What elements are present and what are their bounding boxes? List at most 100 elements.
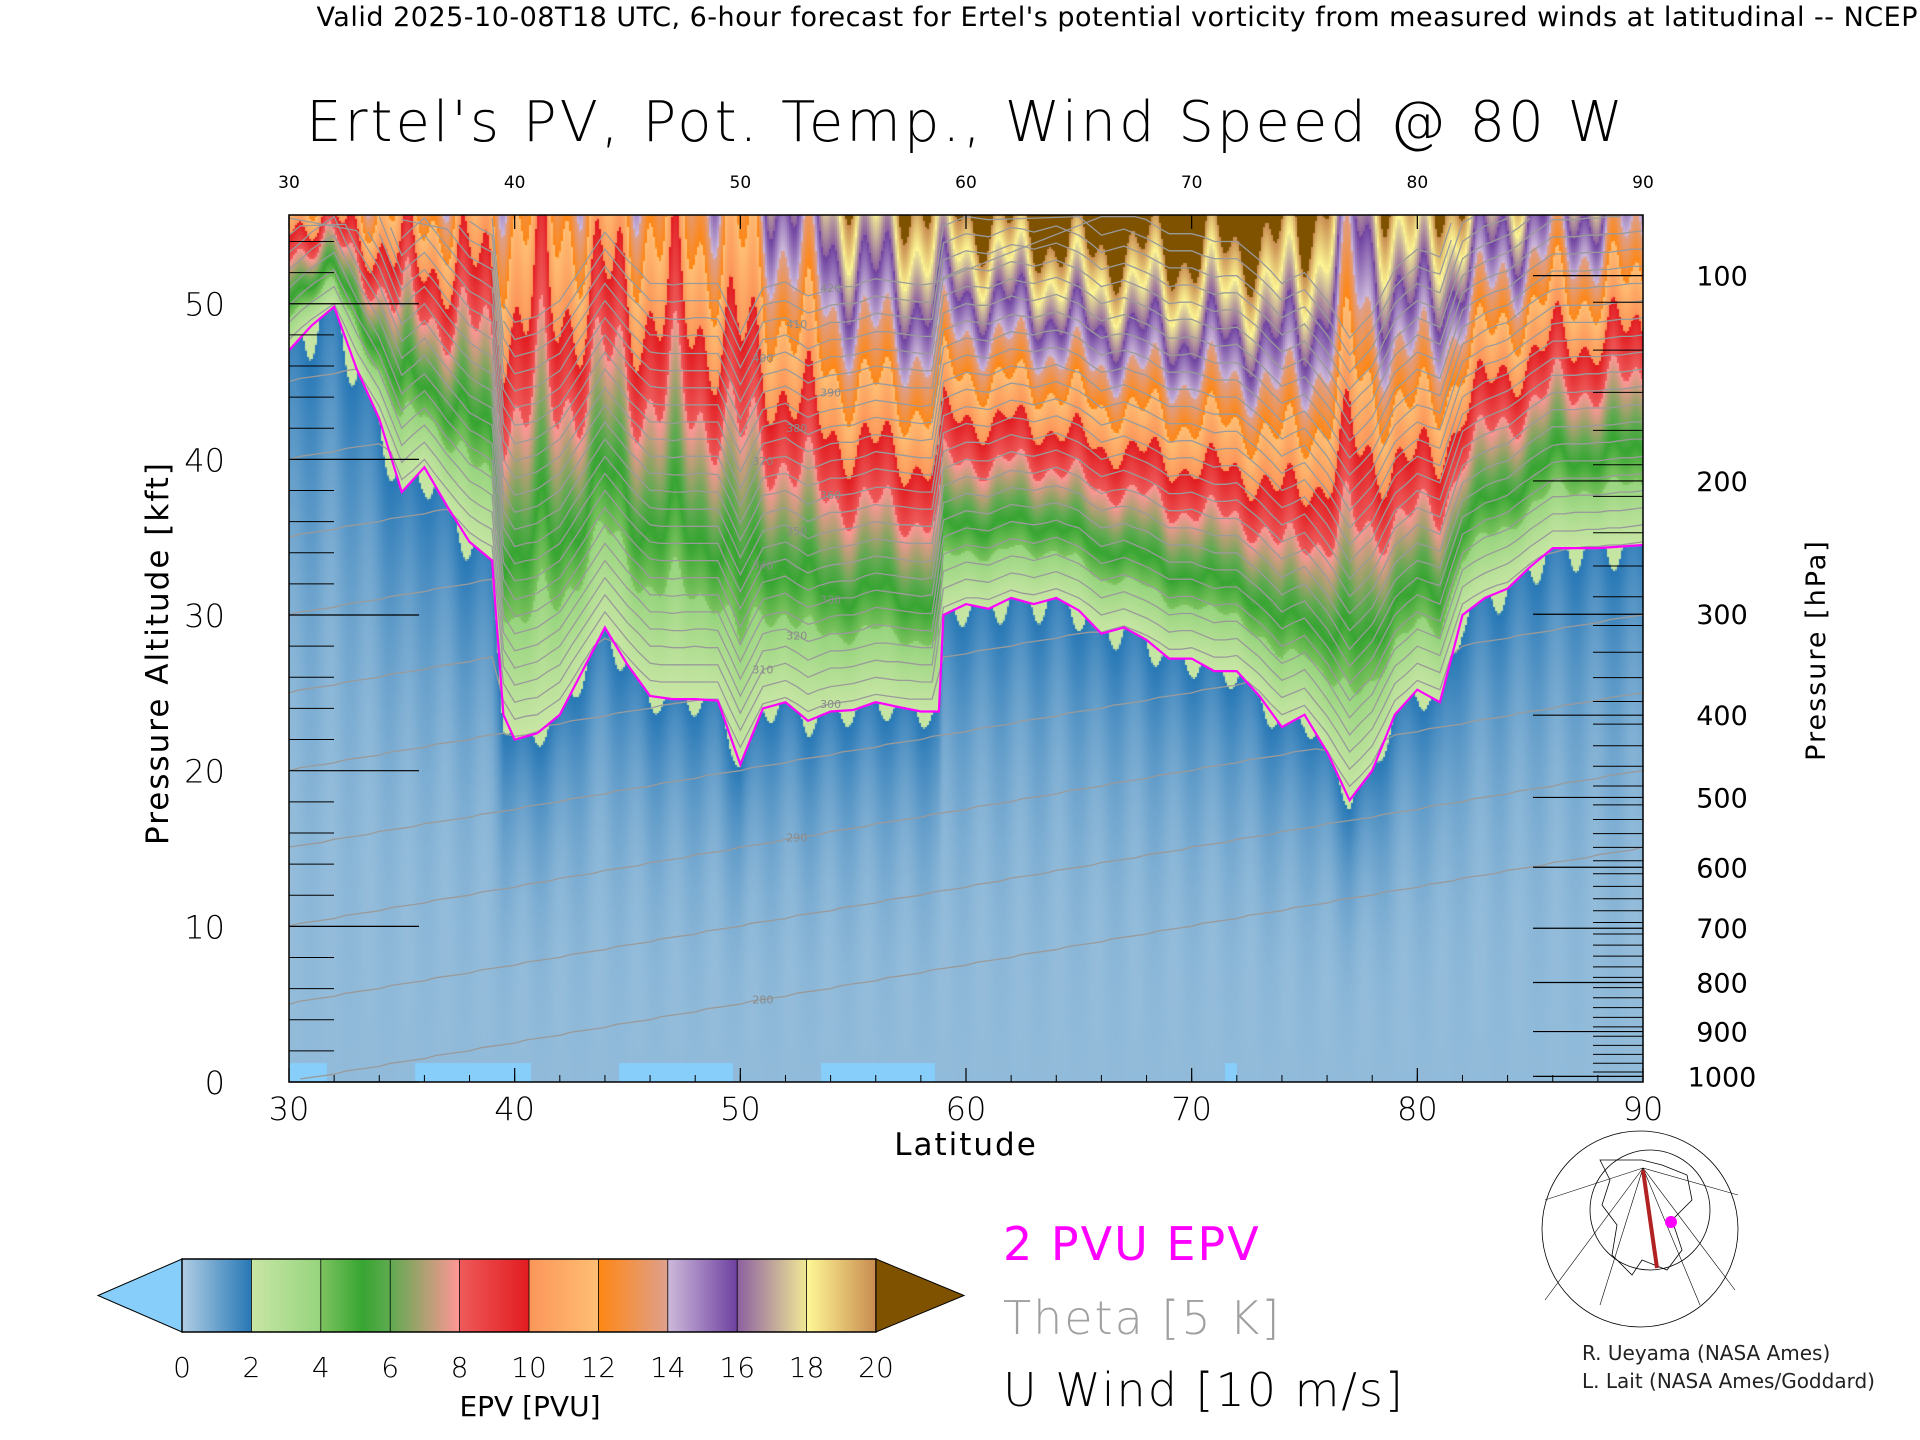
- x-top-tick-label: 30: [278, 173, 300, 193]
- map-coastline: [1599, 1159, 1693, 1276]
- colorbar-tick-label: 20: [858, 1351, 894, 1384]
- tropopause-2pvu-line: [288, 304, 1644, 803]
- theta-contour-350: [288, 234, 1644, 581]
- theta-label: 390: [820, 386, 841, 399]
- x-top-tick-label: 80: [1407, 173, 1429, 193]
- colorbar-tick-label: 12: [581, 1351, 617, 1384]
- map-meridian: [1599, 1167, 1644, 1306]
- theta-contour-385: [389, 227, 1643, 459]
- theta-contour-300: [288, 541, 1644, 772]
- theta-label: 340: [752, 559, 773, 572]
- x-top-tick-label: 40: [504, 173, 526, 193]
- y2-tick-label: 900: [1696, 1018, 1748, 1049]
- x-tick-label: 60: [946, 1090, 987, 1128]
- theta-contour-380: [378, 216, 1643, 476]
- theta-contour-415: [502, 215, 1452, 357]
- theta-contour-330: [288, 302, 1643, 651]
- legend-pv-line: 2 PVU EPV: [1003, 1217, 1261, 1271]
- y2-tick-label: 300: [1696, 600, 1748, 631]
- colorbar-tick-label: 0: [173, 1351, 191, 1384]
- x-axis-label: Latitude: [894, 1127, 1038, 1163]
- theta-contour-405: [469, 217, 1508, 391]
- credit-line: R. Ueyama (NASA Ames): [1582, 1341, 1830, 1365]
- map-meridian: [1642, 1167, 1739, 1196]
- map-meridian: [1544, 1167, 1644, 1301]
- x-top-tick-label: 50: [730, 173, 752, 193]
- y-tick-label: 0: [205, 1064, 225, 1102]
- x-top-tick-label: 60: [955, 173, 977, 193]
- colorbar-over-triangle: [875, 1258, 966, 1333]
- colorbar-tick-label: 14: [650, 1351, 686, 1384]
- colorbar-tick-label: 10: [511, 1351, 547, 1384]
- y-tick-label: 50: [184, 286, 225, 324]
- theta-contour-280: [300, 846, 1644, 1080]
- theta-contour-345: [288, 251, 1644, 598]
- theta-label: 330: [820, 593, 841, 606]
- colorbar-tick-label: 16: [719, 1351, 755, 1384]
- colorbar-tick-label: 8: [451, 1351, 469, 1384]
- map-meridian: [1642, 1167, 1701, 1306]
- map-cross-section-line: [1641, 1169, 1659, 1269]
- legend-theta: Theta [5 K]: [1003, 1291, 1281, 1345]
- map-inset-bg: [1542, 1153, 1739, 1305]
- theta-contour-325: [288, 368, 1644, 668]
- y-tick-label: 30: [184, 597, 225, 635]
- theta-contour-320: [288, 443, 1644, 685]
- y2-tick-label: 600: [1696, 853, 1748, 884]
- theta-contour-335: [288, 285, 1643, 632]
- colorbar-under-triangle: [96, 1258, 183, 1333]
- y2-tick-label: 800: [1696, 969, 1748, 1000]
- y-tick-label: 20: [184, 753, 225, 791]
- x-tick-label: 50: [720, 1090, 761, 1128]
- colorbar-tick-label: 2: [242, 1351, 260, 1384]
- x-tick-label: 90: [1623, 1090, 1664, 1128]
- theta-label: 410: [786, 318, 807, 331]
- y-axis-label: Pressure Altitude [kft]: [140, 461, 176, 845]
- theta-label: 300: [820, 698, 841, 711]
- x-tick-label: 80: [1397, 1090, 1438, 1128]
- map-meridian: [1642, 1167, 1736, 1291]
- y2-tick-label: 700: [1696, 914, 1748, 945]
- colorbar-tick-label: 18: [789, 1351, 825, 1384]
- theta-contour-310: [288, 506, 1644, 719]
- theta-label: 400: [752, 352, 773, 365]
- theta-contour-355: [288, 215, 1644, 564]
- theta-contour-360: [288, 223, 1644, 547]
- theta-label: 380: [786, 422, 807, 435]
- theta-label: 370: [752, 455, 773, 468]
- map-latitude-circle-outer: [1541, 1130, 1739, 1328]
- theta-contour-410: [491, 216, 1475, 374]
- theta-contour-420: [502, 215, 1452, 340]
- x-tick-label: 30: [269, 1090, 310, 1128]
- y2-tick-label: 400: [1696, 701, 1748, 732]
- theta-contour-370: [367, 231, 1644, 512]
- theta-contour-290: [288, 692, 1644, 927]
- y-tick-label: 10: [184, 908, 225, 946]
- pv-heatmap: [289, 215, 1643, 1082]
- theta-contour-295: [288, 614, 1644, 848]
- map-meridian: [1544, 1167, 1644, 1201]
- y2-tick-label: 1000: [1688, 1062, 1757, 1093]
- theta-contour-305: [288, 524, 1644, 736]
- theta-contour-285: [288, 770, 1644, 1005]
- theta-contour-395: [401, 215, 1621, 425]
- chart-title: Ertel's PV, Pot. Temp., Wind Speed @ 80 …: [306, 90, 1626, 155]
- theta-contour-340: [288, 268, 1643, 615]
- y2-tick-label: 100: [1696, 262, 1748, 293]
- theta-label: 360: [820, 489, 841, 502]
- colorbar-label: EPV [PVU]: [459, 1390, 600, 1423]
- y2-tick-label: 500: [1696, 783, 1748, 814]
- theta-label: 350: [786, 525, 807, 538]
- map-location-dot: [1665, 1216, 1677, 1228]
- theta-label: 280: [752, 994, 773, 1007]
- colorbar-tick-label: 6: [381, 1351, 399, 1384]
- colorbar-tick-label: 4: [312, 1351, 330, 1384]
- y-tick-label: 40: [184, 441, 225, 479]
- theta-label: 310: [752, 664, 773, 677]
- legend-u-wind: U Wind [10 m/s]: [1003, 1363, 1405, 1417]
- theta-label: 420: [820, 282, 841, 295]
- x-tick-label: 40: [494, 1090, 535, 1128]
- y2-axis-label: Pressure [hPa]: [1801, 539, 1832, 761]
- map-latitude-circle-inner: [1589, 1149, 1711, 1271]
